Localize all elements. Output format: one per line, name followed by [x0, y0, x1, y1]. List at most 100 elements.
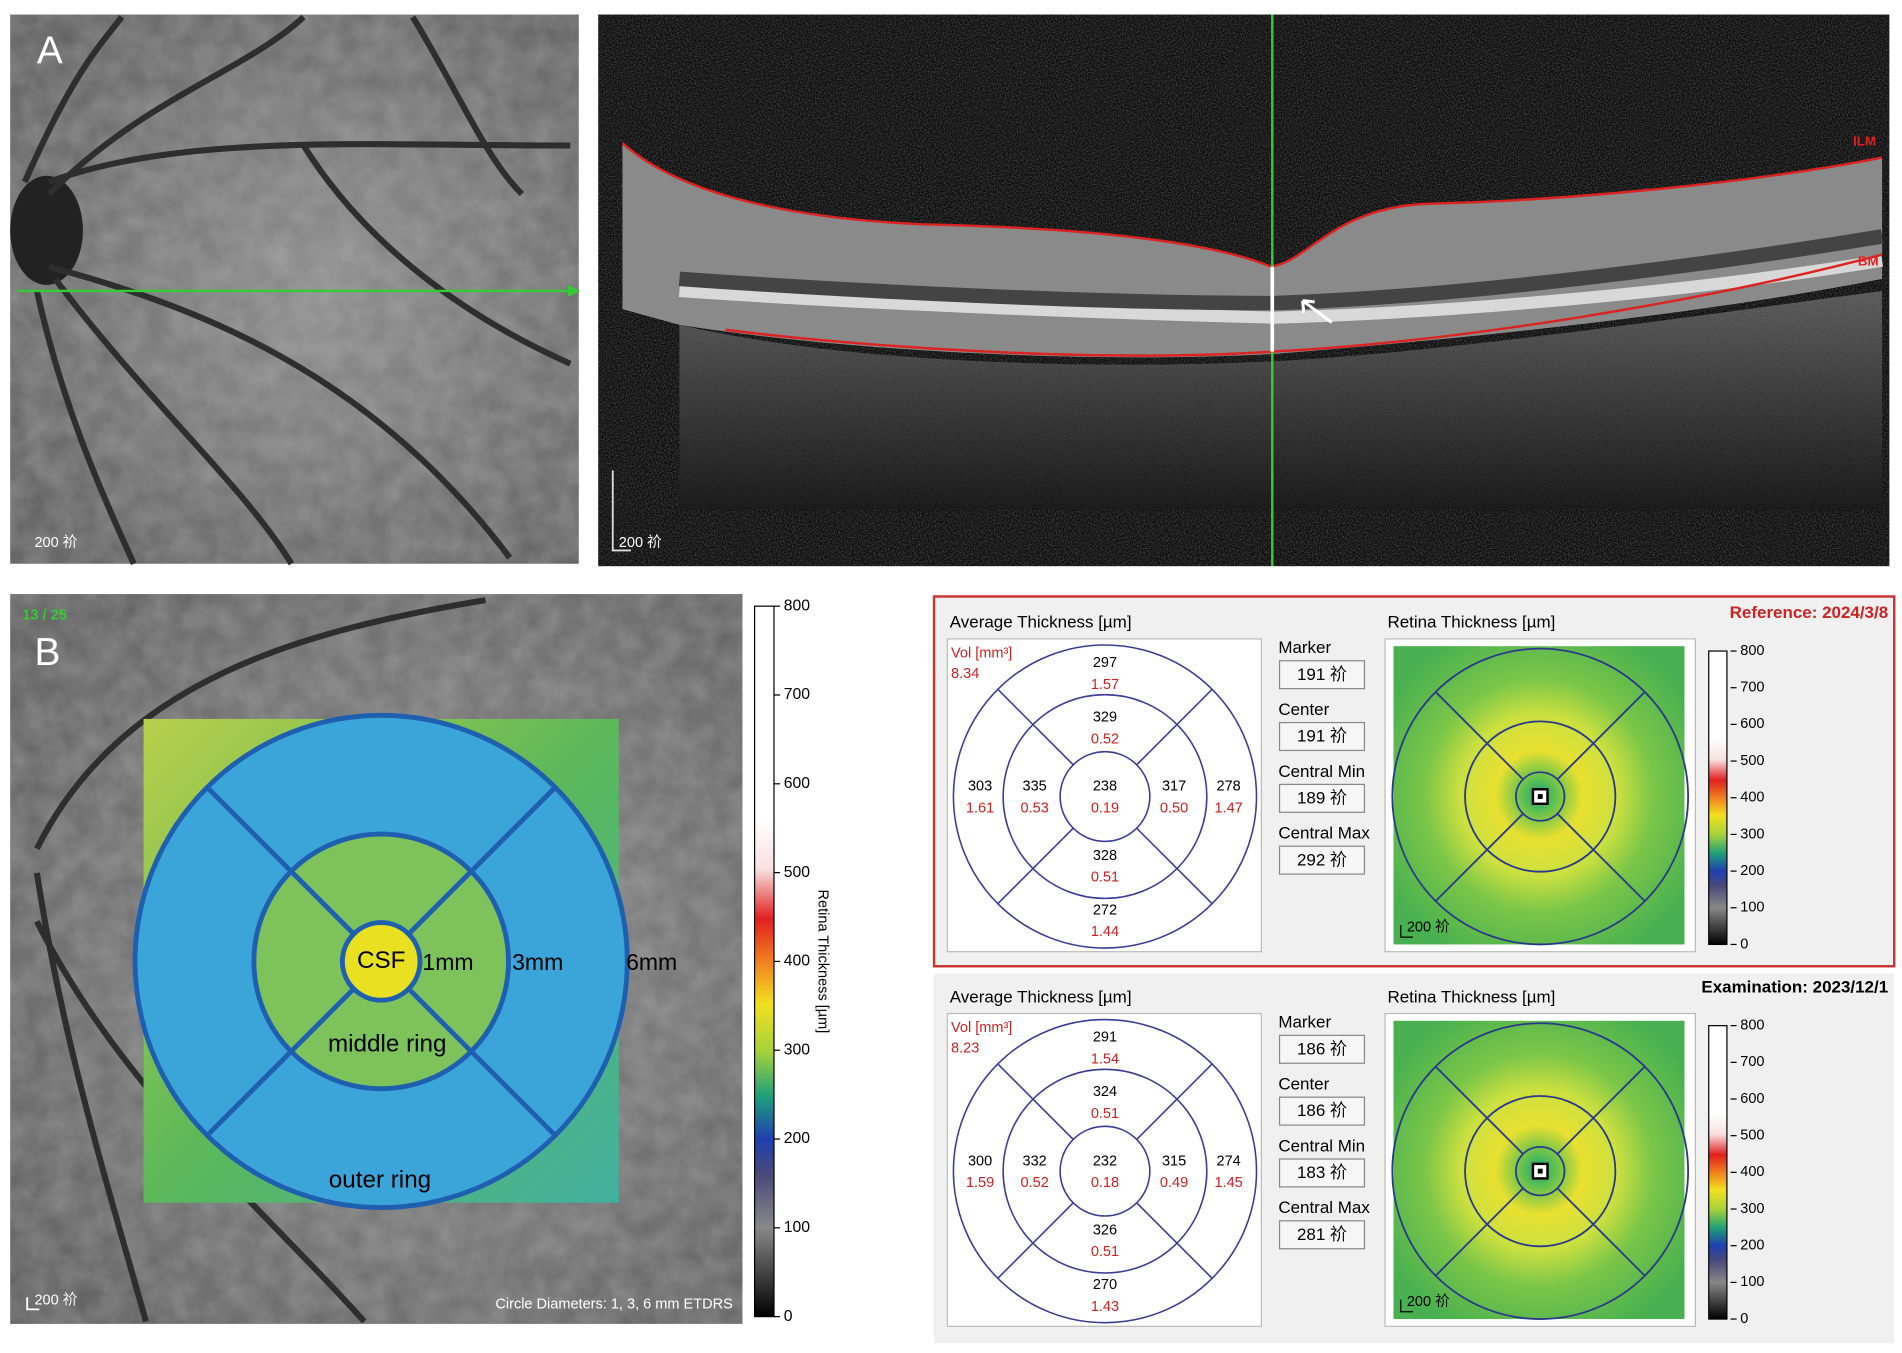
optic-disc [10, 175, 83, 285]
diameter-label: 1mm [422, 949, 473, 975]
sector-line [1556, 813, 1646, 902]
field-label: Center [1278, 700, 1329, 719]
sector-circle [1002, 693, 1208, 900]
ilm-label: ILM [1853, 133, 1876, 148]
sector-thickness: 324 [1093, 1084, 1117, 1100]
ilm-line [621, 142, 1883, 268]
scan-arrow [567, 284, 581, 298]
fovea-dot [1537, 1168, 1543, 1174]
colorbar-tick-label: 800 [784, 597, 811, 614]
sector-thickness: 274 [1217, 1153, 1241, 1169]
sector-thickness: 328 [1093, 848, 1117, 864]
map-circle [1515, 1145, 1566, 1197]
field-value: 186 祄 [1297, 1100, 1347, 1120]
sector-volume: 0.52 [1021, 1175, 1049, 1191]
sector-line [469, 1049, 557, 1138]
sector-line [406, 987, 473, 1054]
sector-line [1136, 1202, 1213, 1279]
sector-line [1136, 688, 1213, 766]
sector-thickness: 270 [1093, 1277, 1117, 1293]
sector-circle [952, 1018, 1258, 1324]
report-header: Examination: 2023/12/1 [1701, 978, 1888, 997]
scale-bar [611, 470, 631, 552]
map-circle [1464, 1095, 1617, 1248]
colorbar-tick-label: 600 [1740, 1091, 1764, 1107]
sector-volume: 1.47 [1214, 800, 1242, 816]
ring-label: outer ring [329, 1166, 431, 1193]
colorbar [753, 605, 775, 1318]
colorbar [1708, 1025, 1728, 1320]
field-label: Central Min [1278, 1136, 1365, 1155]
section-title: Retina Thickness [µm] [1387, 613, 1555, 632]
vessels [21, 14, 572, 566]
colorbar-tick-label: 200 [784, 1130, 811, 1147]
colorbar-tick-label: 800 [1740, 1018, 1764, 1034]
sector-thickness: 303 [968, 779, 992, 795]
field-box [1278, 1158, 1366, 1188]
field-value: 183 祄 [1297, 1162, 1347, 1182]
sector-circle [952, 644, 1258, 949]
sector-thickness: 326 [1093, 1222, 1117, 1238]
colorbar-tick-label: 0 [1740, 1311, 1748, 1327]
sector-thickness: 297 [1093, 655, 1117, 671]
sector-volume: 0.51 [1091, 1244, 1119, 1260]
sector-thickness: 317 [1162, 779, 1186, 795]
sector-volume: 1.43 [1091, 1299, 1119, 1315]
section-title: Average Thickness [µm] [950, 613, 1132, 632]
volume-value: 8.23 [951, 1041, 979, 1057]
sector-thickness: 329 [1093, 710, 1117, 726]
map-circle [1515, 771, 1566, 822]
scale-bar [1400, 1299, 1413, 1313]
fundus-texture [10, 14, 579, 564]
footer-label: Circle Diameters: 1, 3, 6 mm ETDRS [495, 1296, 733, 1312]
sector-volume: 1.57 [1091, 677, 1119, 693]
sector-volume: 0.51 [1091, 1106, 1119, 1122]
volume-value: 8.34 [951, 666, 979, 682]
sector-line [289, 987, 356, 1054]
fovea-dot [1537, 794, 1543, 799]
sector-line [1136, 827, 1213, 905]
colorbar-tick-label: 500 [1740, 753, 1764, 769]
sector-volume: 1.54 [1091, 1051, 1119, 1067]
colorbar-tick-label: 0 [1740, 936, 1748, 952]
colorbar-tick-label: 700 [1740, 680, 1764, 696]
scale-label: 200 祄 [1407, 1292, 1450, 1310]
sector-line [997, 1063, 1074, 1140]
sector-volume: 1.59 [966, 1175, 994, 1191]
sector-thickness: 332 [1023, 1153, 1047, 1169]
diameter-label: 3mm [512, 949, 563, 975]
sector-volume: 0.51 [1091, 870, 1119, 886]
field-value: 191 祄 [1297, 664, 1347, 684]
colorbar-tick-label: 300 [1740, 1201, 1764, 1217]
panel-label: B [34, 631, 60, 674]
arrow [1301, 299, 1333, 324]
ring-label: middle ring [328, 1030, 447, 1057]
sector-thickness: 272 [1093, 902, 1117, 918]
bm-label: BM [1858, 253, 1879, 268]
colorbar-tick-label: 600 [1740, 716, 1764, 732]
choroid [679, 290, 1883, 510]
scale-label: 200 祄 [34, 533, 77, 551]
colorbar [1708, 650, 1728, 946]
sector-thickness: 232 [1093, 1153, 1117, 1169]
sector-volume: 0.18 [1091, 1175, 1119, 1191]
sector-line [205, 785, 293, 874]
colorbar-tick-label: 700 [1740, 1054, 1764, 1070]
colorbar-tick-label: 400 [1740, 790, 1764, 806]
sector-volume: 0.50 [1160, 800, 1188, 816]
field-label: Marker [1278, 1013, 1331, 1032]
sector-thickness: 300 [968, 1153, 992, 1169]
colorbar-tick-label: 500 [784, 864, 811, 881]
colorbar-tick-label: 800 [1740, 643, 1764, 659]
volume-label: Vol [mm³] [951, 645, 1012, 661]
colorbar-tick-label: 100 [1740, 900, 1764, 916]
field-label: Center [1278, 1075, 1329, 1094]
scale-label: 200 祄 [1407, 917, 1450, 935]
sector-line [1556, 1065, 1646, 1155]
sector-volume: 1.44 [1091, 924, 1119, 940]
map-circle [1391, 647, 1690, 946]
colorbar-title: Retina Thickness [µm] [815, 890, 831, 1034]
sector-line [1434, 1065, 1524, 1155]
field-box [1278, 1220, 1366, 1250]
